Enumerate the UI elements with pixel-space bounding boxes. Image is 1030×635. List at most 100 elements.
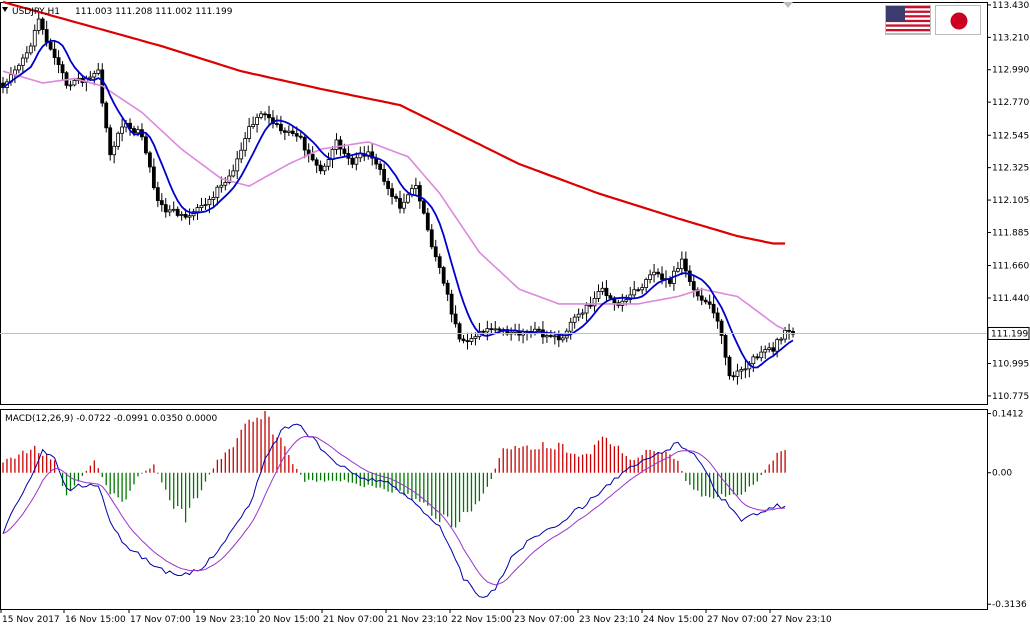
candle-body: [211, 197, 216, 200]
price-tick-label: 113.430: [992, 1, 1029, 11]
candle-body: [775, 339, 780, 352]
candle-body: [556, 335, 561, 341]
candle-body: [417, 185, 422, 202]
candle-body: [544, 335, 549, 338]
candle-body: [445, 282, 450, 295]
price-tick-label: 112.545: [992, 131, 1029, 141]
candle-body: [787, 329, 791, 332]
candle-body: [163, 204, 168, 213]
candle-body: [759, 351, 764, 359]
candle-body: [592, 297, 597, 307]
candle-body: [390, 188, 394, 197]
time-tick-label: 24 Nov 15:00: [643, 615, 704, 625]
candle-body: [588, 304, 593, 307]
candle-body: [656, 271, 660, 275]
candle-body: [648, 274, 653, 280]
candle-body: [159, 200, 164, 206]
candle-body: [199, 205, 204, 208]
candle-body: [267, 114, 271, 119]
candle-body: [96, 69, 101, 74]
candle-body: [640, 287, 645, 291]
us-flag-icon: [885, 5, 931, 35]
candle-body: [771, 347, 776, 352]
macd-tick-label: 0.00: [992, 469, 1012, 479]
candle-body: [457, 323, 462, 340]
candle-body: [259, 113, 263, 118]
candle-body: [481, 330, 486, 333]
candle-body: [497, 328, 502, 331]
price-tick-label: 112.770: [992, 98, 1029, 108]
current-price-label: 111.199: [991, 329, 1028, 339]
candle-body: [707, 301, 712, 305]
time-tick-label: 22 Nov 15:00: [451, 615, 512, 625]
candle-body: [310, 153, 315, 161]
candle-body: [676, 268, 680, 272]
candle-body: [108, 127, 113, 156]
price-tick-label: 113.210: [992, 33, 1029, 43]
time-tick-label: 16 Nov 15:00: [65, 615, 126, 625]
candle-body: [683, 258, 688, 272]
candle-body: [116, 132, 121, 147]
candle-body: [104, 102, 109, 129]
candle-body: [120, 126, 124, 134]
symbol-dropdown-icon[interactable]: [2, 7, 8, 12]
candle-body: [402, 201, 406, 209]
candle-body: [255, 116, 259, 125]
candle-body: [338, 139, 343, 150]
price-tick-label: 112.105: [992, 196, 1029, 206]
candle-body: [552, 335, 557, 338]
candle-body: [350, 157, 355, 165]
candle-body: [779, 338, 784, 341]
candle-body: [453, 313, 458, 325]
candle-body: [36, 18, 41, 31]
candle-body: [548, 335, 553, 337]
candle-body: [239, 149, 244, 160]
candle-body: [298, 135, 303, 138]
ma-mid-line: [2, 70, 786, 331]
candle-body: [278, 123, 283, 132]
macd-tick-label: 0.1412: [992, 410, 1024, 420]
candle-body: [604, 287, 609, 297]
candle-body: [318, 164, 323, 172]
candle-body: [144, 136, 148, 154]
candle-body: [584, 304, 589, 314]
candle-body: [751, 356, 756, 365]
candle-body: [326, 159, 331, 167]
candle-body: [755, 356, 760, 359]
candle-body: [354, 157, 359, 165]
chart-shift-marker-icon[interactable]: [783, 2, 793, 8]
candle-body: [48, 41, 53, 50]
candle-body: [719, 320, 724, 336]
price-tick-label: 112.990: [992, 66, 1029, 76]
time-tick-label: 17 Nov 07:00: [130, 615, 191, 625]
candle-body: [16, 64, 21, 71]
candle-body: [580, 312, 585, 315]
macd-histogram: [2, 410, 786, 528]
candle-body: [735, 370, 740, 377]
candle-body: [175, 208, 180, 216]
candle-body: [203, 204, 208, 207]
candle-body: [687, 270, 692, 282]
candle-body: [334, 139, 339, 150]
time-tick-label: 23 Nov 07:00: [514, 615, 575, 625]
price-tick-label: 110.995: [992, 360, 1029, 370]
candle-body: [406, 194, 410, 203]
candle-body: [473, 336, 478, 339]
price-tick-label: 111.440: [992, 294, 1029, 304]
candle-body: [441, 267, 446, 284]
candle-body: [56, 57, 61, 66]
candle-body: [147, 152, 152, 168]
ma-fast-line: [2, 40, 794, 369]
symbol-info: USDJPY,H1: [12, 7, 60, 17]
macd-tick-label: -0.3136: [992, 600, 1027, 610]
time-tick-label: 21 Nov 07:00: [323, 615, 384, 625]
candle-body: [767, 347, 772, 350]
macd-panel-frame: [0, 409, 988, 610]
candle-body: [731, 375, 736, 378]
candle-body: [433, 246, 438, 258]
candle-body: [92, 73, 97, 78]
candle-body: [572, 316, 577, 323]
time-tick-label: 23 Nov 23:10: [579, 615, 640, 625]
